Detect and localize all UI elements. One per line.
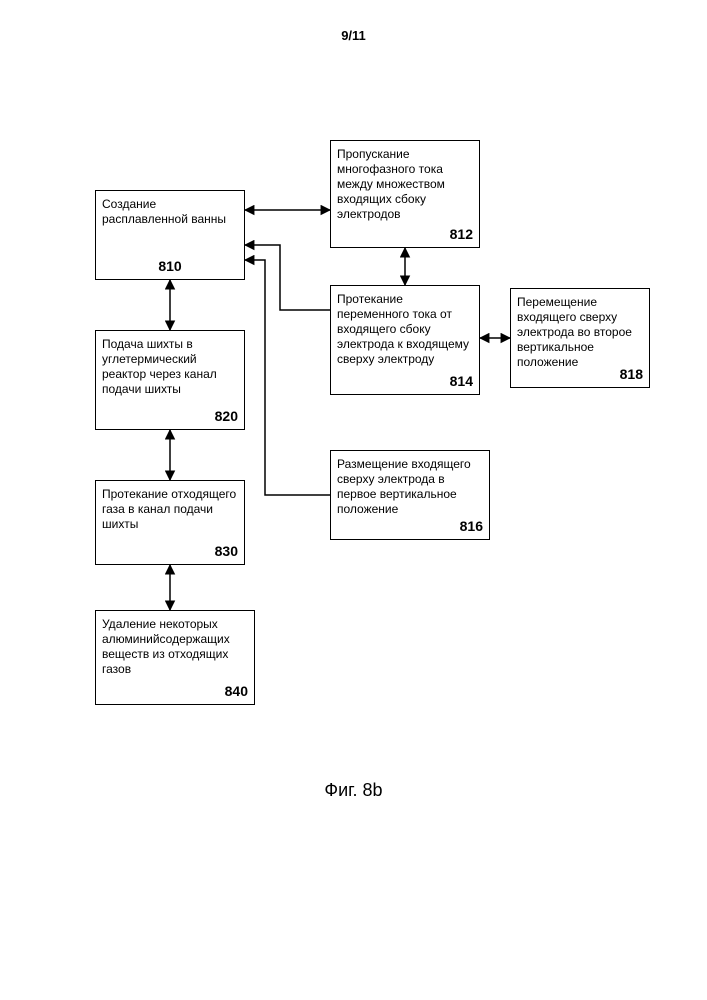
box-810-text: Создание расплавленной ванны	[102, 197, 226, 226]
box-830-text: Протекание отходящего газа в канал подач…	[102, 487, 236, 531]
box-840-num: 840	[225, 683, 248, 701]
box-814-num: 814	[450, 373, 473, 391]
box-816-num: 816	[460, 518, 483, 536]
box-814-text: Протекание переменного тока от входящего…	[337, 292, 469, 366]
box-820: Подача шихты в углетермический реактор ч…	[95, 330, 245, 430]
box-820-text: Подача шихты в углетермический реактор ч…	[102, 337, 217, 396]
box-830-num: 830	[215, 543, 238, 561]
box-818-num: 818	[620, 366, 643, 384]
box-810-num: 810	[96, 258, 244, 276]
box-816: Размещение входящего сверху электрода в …	[330, 450, 490, 540]
figure-caption: Фиг. 8b	[0, 780, 707, 801]
box-830: Протекание отходящего газа в канал подач…	[95, 480, 245, 565]
box-818: Перемещение входящего сверху электрода в…	[510, 288, 650, 388]
box-810: Создание расплавленной ванны 810	[95, 190, 245, 280]
diagram-canvas: 9/11 Создание расплавленной ванны 810 Пр…	[0, 0, 707, 1000]
box-812-num: 812	[450, 226, 473, 244]
box-814: Протекание переменного тока от входящего…	[330, 285, 480, 395]
box-820-num: 820	[215, 408, 238, 426]
box-812: Пропускание многофазного тока между множ…	[330, 140, 480, 248]
box-818-text: Перемещение входящего сверху электрода в…	[517, 295, 632, 369]
box-816-text: Размещение входящего сверху электрода в …	[337, 457, 471, 516]
box-812-text: Пропускание многофазного тока между множ…	[337, 147, 445, 221]
box-840-text: Удаление некоторых алюминийсодержащих ве…	[102, 617, 230, 676]
box-840: Удаление некоторых алюминийсодержащих ве…	[95, 610, 255, 705]
